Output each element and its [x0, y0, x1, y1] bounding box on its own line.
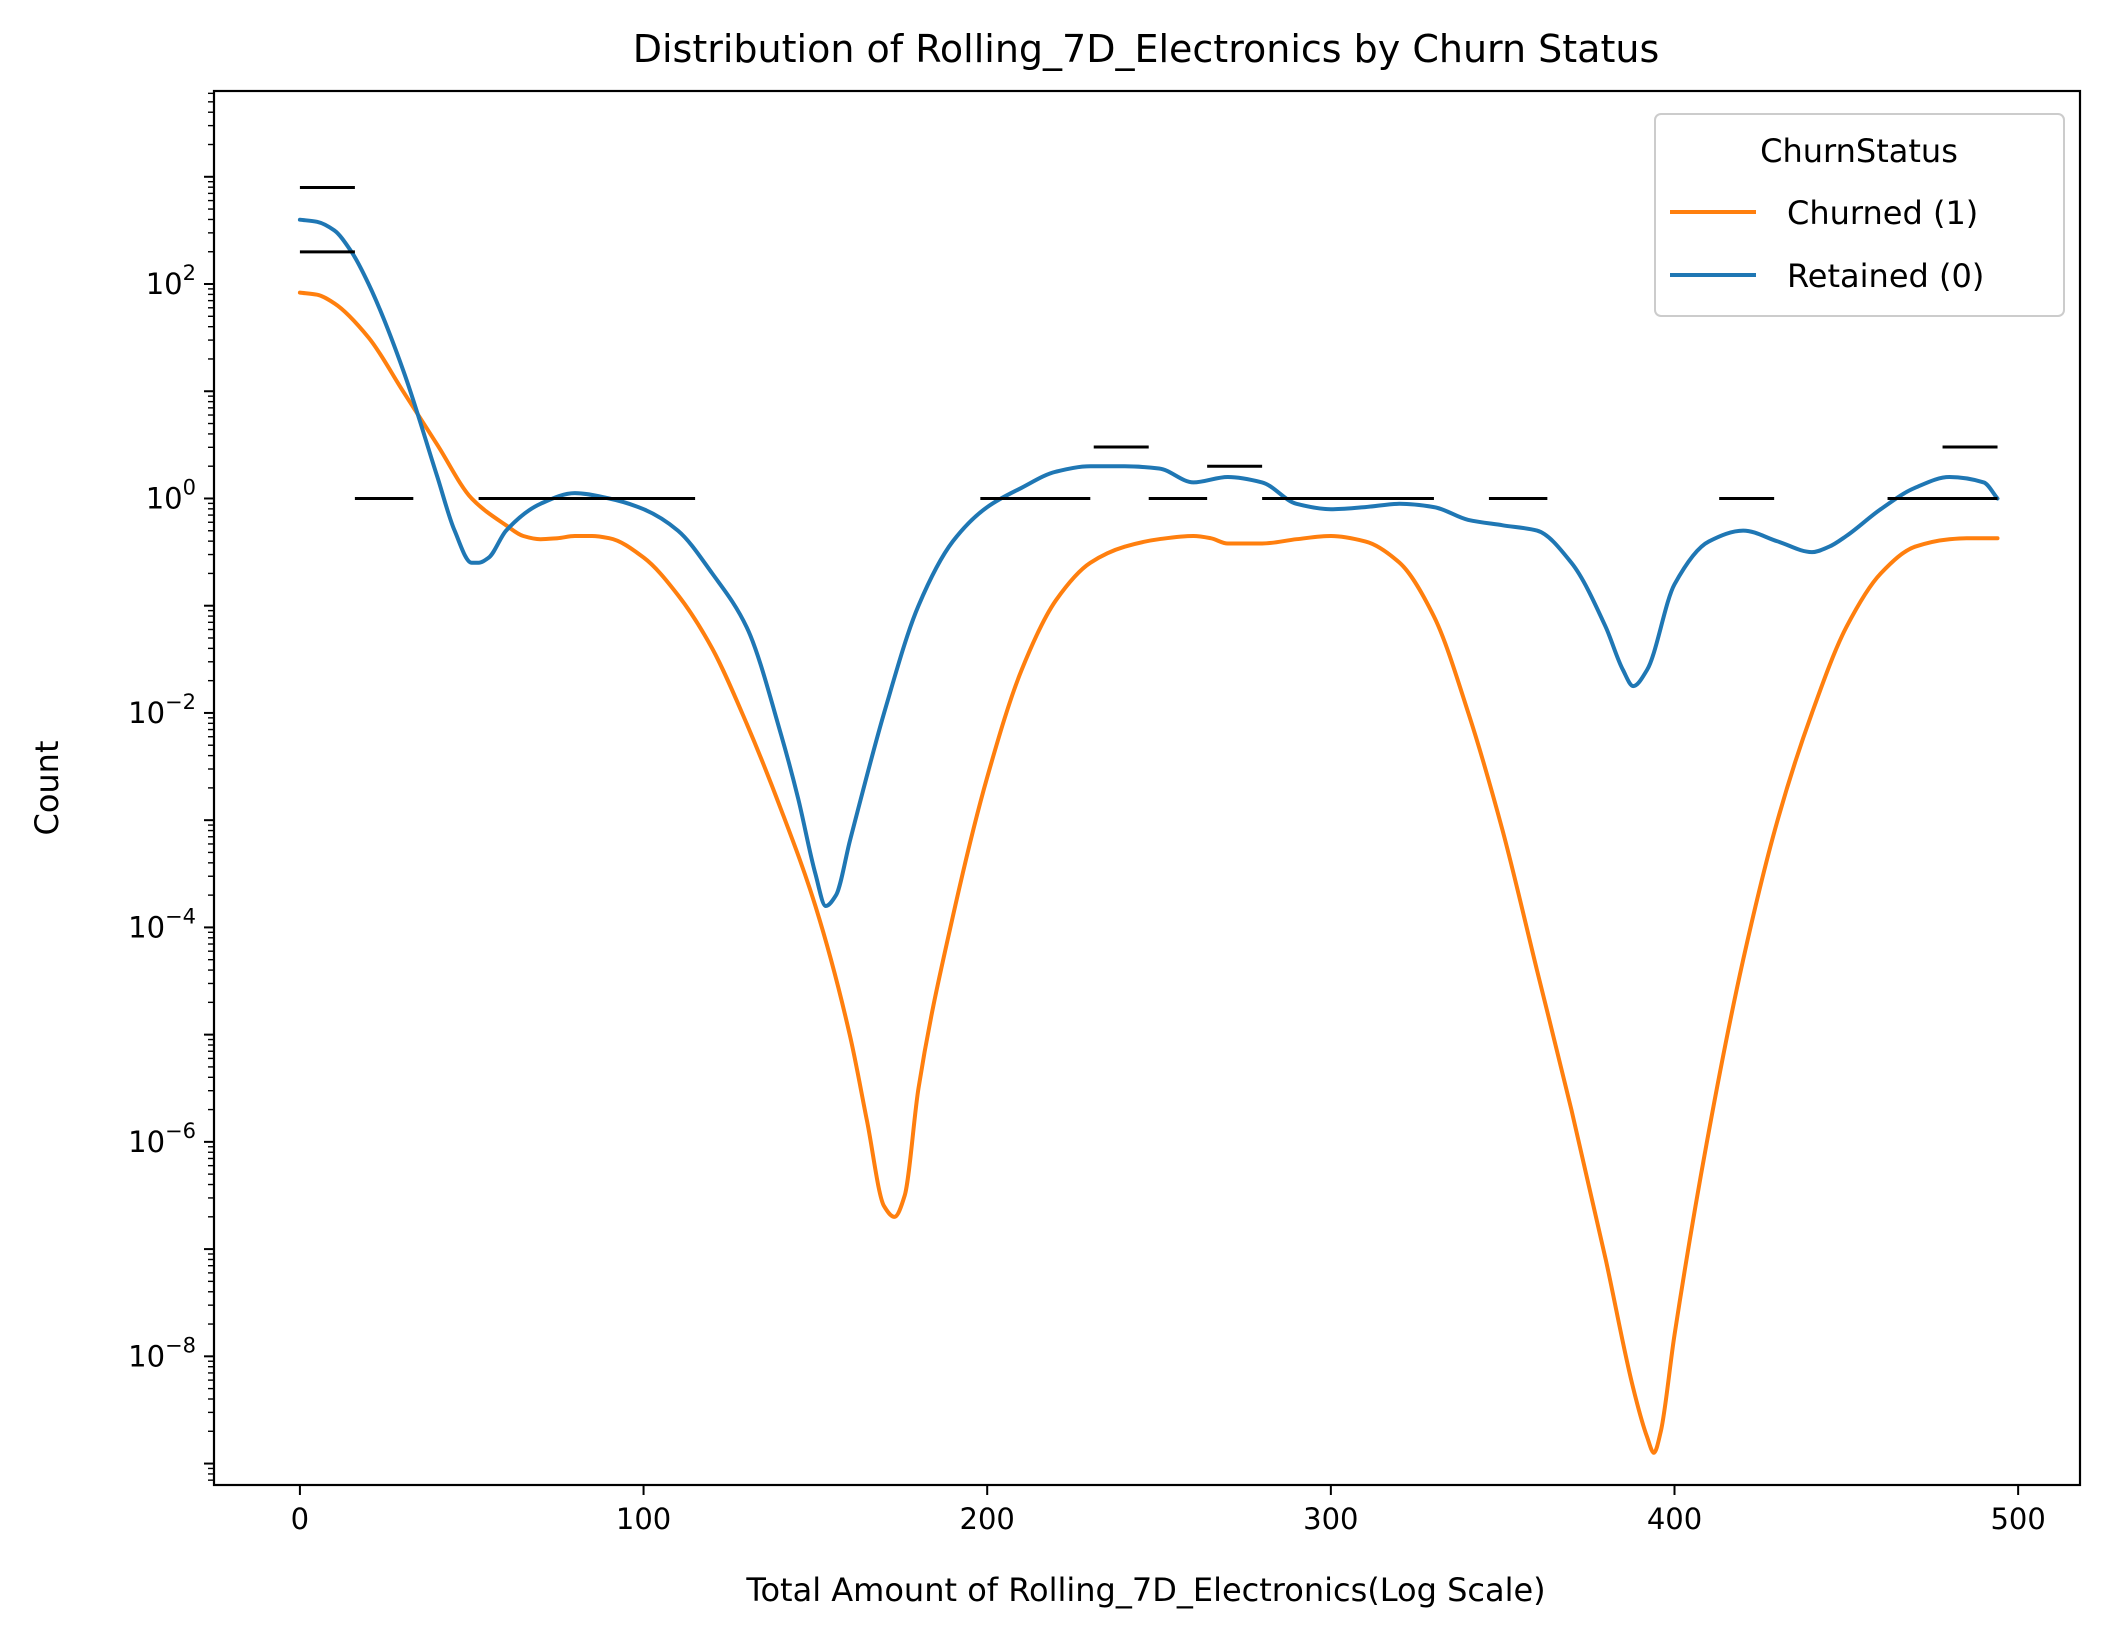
x-tick-label: 100 [616, 1502, 671, 1536]
legend-label-churned: Churned (1) [1787, 194, 1978, 232]
series-layer [297, 217, 2000, 1455]
y-tick-label: 10−8 [128, 1333, 196, 1373]
series-line-churned-1 [297, 290, 2000, 1455]
x-axis-label: Total Amount of Rolling_7D_Electronics(L… [745, 1571, 1545, 1609]
y-tick-exponent: 2 [183, 261, 196, 285]
y-tick-label: 10−6 [128, 1119, 196, 1159]
y-tick-base: 10 [146, 481, 183, 515]
y-tick-base: 10 [128, 910, 165, 944]
y-axis-label: Count [28, 740, 66, 835]
y-tick-exponent: 0 [183, 475, 196, 499]
x-axis: 0 100 200 300 400 500 [291, 1485, 2046, 1536]
x-tick-label: 200 [960, 1502, 1015, 1536]
legend-label-retained: Retained (0) [1787, 257, 1984, 295]
chart-title: Distribution of Rolling_7D_Electronics b… [633, 27, 1660, 71]
legend-title: ChurnStatus [1760, 132, 1958, 170]
y-tick-base: 10 [128, 1339, 165, 1373]
y-tick-exponent: −4 [165, 904, 196, 928]
x-tick-label: 500 [1990, 1502, 2045, 1536]
legend-box [1654, 113, 2065, 317]
y-tick-base: 10 [146, 267, 183, 301]
y-tick-exponent: −8 [165, 1333, 196, 1357]
y-tick-label: 102 [146, 261, 196, 301]
y-tick-label: 10−2 [128, 690, 196, 730]
y-tick-exponent: −6 [165, 1119, 196, 1143]
y-tick-exponent: −2 [165, 690, 196, 714]
y-tick-base: 10 [128, 696, 165, 730]
x-tick-label: 0 [291, 1502, 309, 1536]
y-tick-label: 10−4 [128, 904, 196, 944]
legend: ChurnStatus Churned (1) Retained (0) [1654, 113, 2065, 317]
x-tick-label: 300 [1303, 1502, 1358, 1536]
y-tick-label: 100 [146, 475, 196, 515]
series-line-retained-0 [297, 217, 2000, 908]
y-tick-base: 10 [128, 1125, 165, 1159]
x-tick-label: 400 [1647, 1502, 1702, 1536]
marker-layer [299, 186, 1998, 500]
